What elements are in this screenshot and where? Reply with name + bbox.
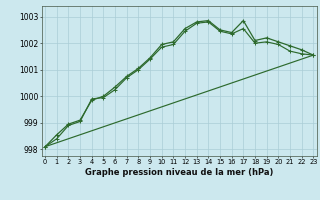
X-axis label: Graphe pression niveau de la mer (hPa): Graphe pression niveau de la mer (hPa) bbox=[85, 168, 273, 177]
